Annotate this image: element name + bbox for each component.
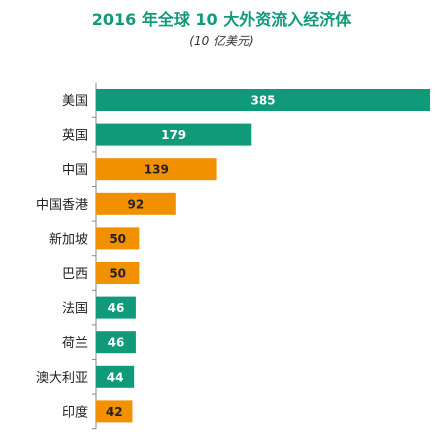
bar-9	[96, 400, 133, 423]
bar-8	[96, 365, 135, 388]
category-label: 中国香港	[36, 198, 88, 213]
chart-subtitle: (10 亿美元)	[189, 34, 254, 48]
category-label: 英国	[62, 129, 88, 144]
value-label: 179	[161, 128, 186, 142]
bar-0	[96, 89, 430, 111]
value-label: 44	[107, 370, 124, 384]
value-label: 50	[109, 267, 126, 281]
value-label: 92	[128, 197, 145, 211]
value-label: 50	[109, 232, 126, 246]
bar-5	[96, 262, 140, 284]
category-label: 法国	[62, 302, 88, 317]
value-label: 46	[108, 336, 125, 350]
value-label: 385	[250, 94, 275, 108]
value-label: 42	[106, 405, 123, 419]
category-label: 巴西	[62, 267, 88, 282]
chart-title: 2016 年全球 10 大外资流入经济体	[91, 10, 352, 29]
bar-1	[96, 123, 252, 146]
category-label: 美国	[62, 94, 88, 109]
bar-2	[96, 158, 217, 181]
value-label: 139	[144, 163, 169, 177]
bar-6	[96, 296, 136, 319]
bar-4	[96, 227, 140, 250]
category-label: 印度	[62, 404, 88, 420]
category-label: 澳大利亚	[36, 370, 88, 386]
bar-7	[96, 331, 136, 354]
value-label: 46	[108, 301, 125, 315]
category-label: 中国	[62, 163, 88, 178]
bar-3	[96, 192, 176, 215]
category-label: 荷兰	[62, 336, 88, 351]
category-label: 新加坡	[49, 231, 88, 247]
